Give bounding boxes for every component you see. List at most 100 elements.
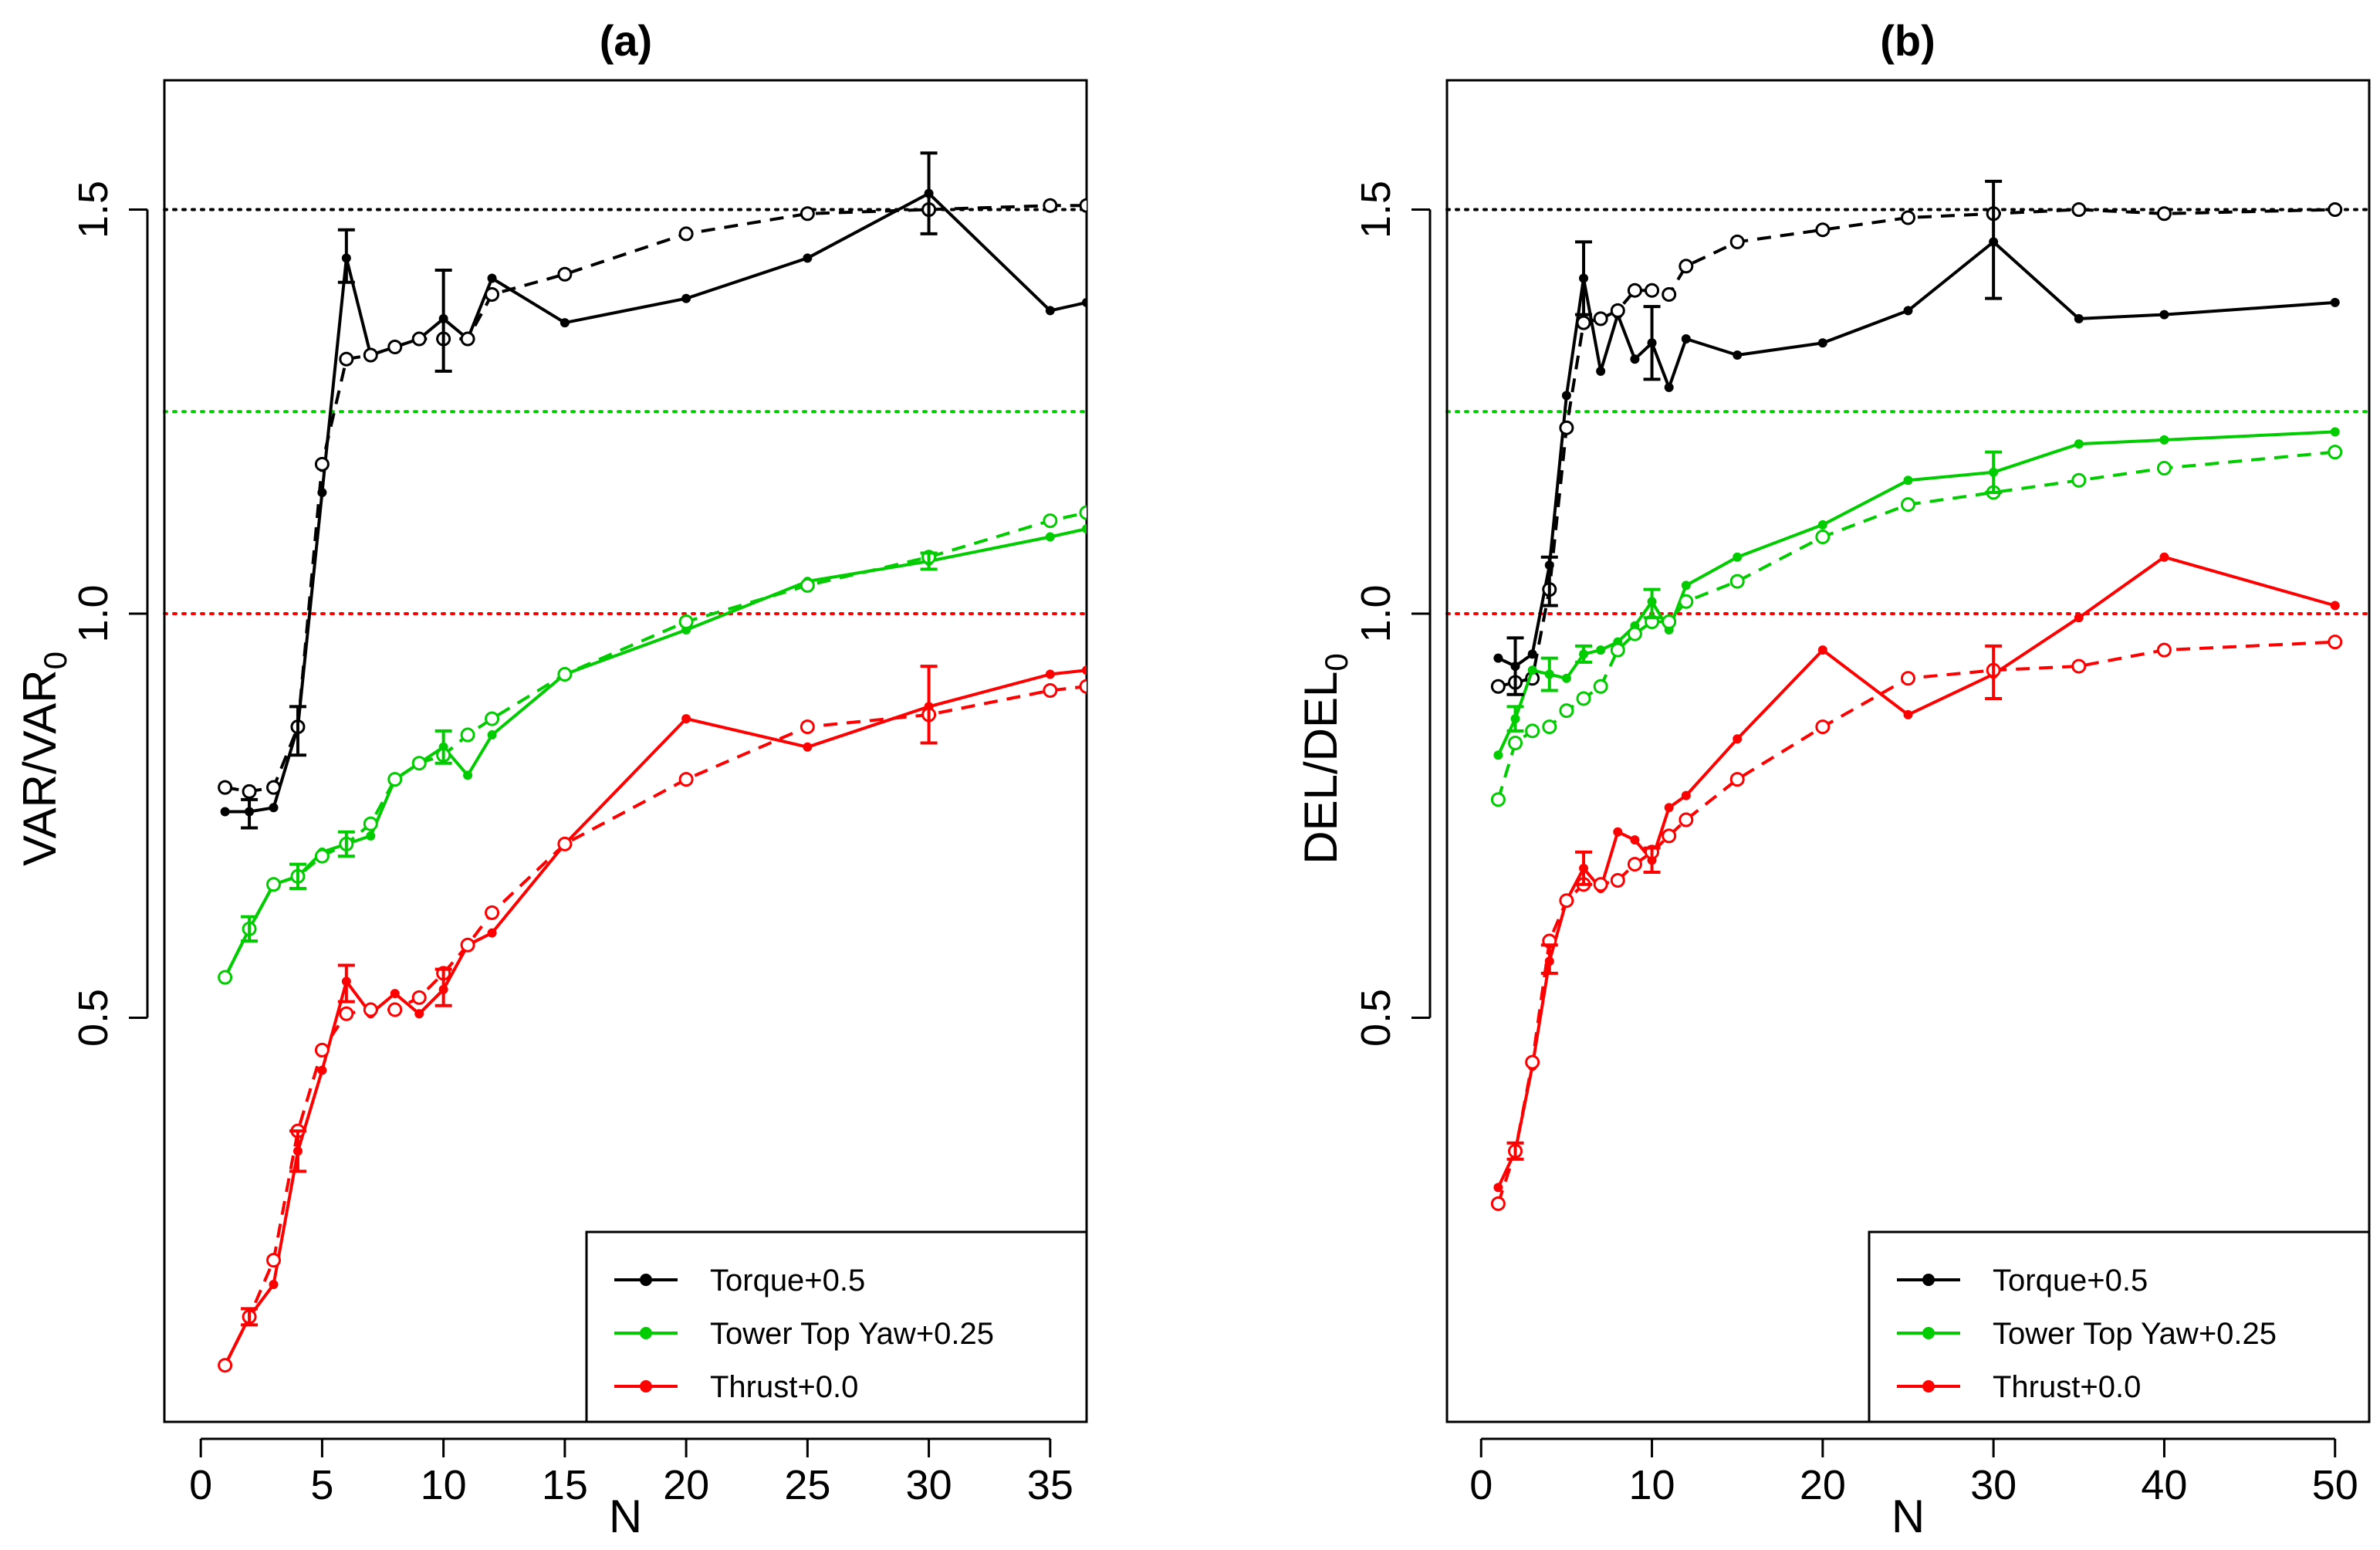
error-bar	[241, 1307, 259, 1327]
series-group	[218, 151, 1087, 1373]
y-axis-label-main: DEL	[1295, 672, 1347, 762]
data-point-open	[678, 614, 694, 629]
data-point-open	[314, 456, 330, 472]
legend-label: Tower Top Yaw+0.25	[1993, 1317, 2277, 1351]
data-point	[1733, 350, 1743, 360]
data-point	[1664, 803, 1674, 813]
data-point-open	[2071, 202, 2087, 218]
data-point-open	[339, 351, 354, 367]
data-point-open	[1559, 703, 1574, 719]
data-point-open	[1079, 679, 1087, 694]
data-point-open	[339, 1006, 354, 1021]
data-point-open	[314, 1042, 330, 1058]
data-point-open	[1901, 497, 1915, 513]
data-point-open	[1576, 691, 1591, 706]
y-axis-label: VAR/VAR0	[14, 651, 73, 866]
data-point	[2330, 297, 2340, 307]
x-tick-label: 10	[421, 1462, 467, 1508]
data-point-open	[460, 727, 475, 743]
data-point	[487, 730, 497, 740]
data-point-open	[1627, 626, 1642, 641]
error-bar	[1575, 850, 1593, 886]
data-point	[414, 1009, 424, 1019]
legend-marker	[640, 1380, 652, 1393]
data-point-open	[800, 206, 815, 222]
series-line-dashed	[225, 204, 1087, 794]
error-bar	[1643, 846, 1661, 875]
data-point-open	[1729, 772, 1745, 787]
data-point-open	[1815, 530, 1831, 545]
data-point	[1681, 790, 1691, 800]
data-point	[2330, 601, 2340, 611]
data-point	[1817, 338, 1827, 348]
data-point	[1681, 580, 1691, 591]
legend-marker	[1922, 1274, 1935, 1286]
legend-box	[585, 1230, 1088, 1423]
data-point-open	[387, 340, 403, 355]
error-bar	[337, 963, 355, 1003]
data-point-open	[1043, 513, 1058, 529]
error-bar	[1575, 644, 1593, 664]
data-point	[1493, 653, 1503, 663]
data-point-open	[1576, 315, 1591, 330]
data-point	[1596, 366, 1606, 376]
data-point-open	[460, 937, 475, 953]
y-axis-label-main: DEL	[1295, 774, 1347, 865]
data-point-open	[1043, 682, 1058, 698]
legend-marker	[1922, 1327, 1935, 1339]
data-point	[317, 1065, 327, 1075]
data-point-open	[1542, 719, 1557, 735]
error-bar	[1575, 240, 1593, 316]
data-point-open	[1815, 222, 1831, 238]
data-point-open	[1662, 828, 1677, 844]
data-point-open	[1490, 792, 1506, 807]
data-point	[1045, 669, 1055, 679]
data-point-open	[1729, 234, 1745, 249]
legend: Torque+0.5 Tower Top Yaw+0.25 Thrust+0.0	[1868, 1230, 2371, 1423]
x-tick-label: 25	[784, 1462, 830, 1508]
legend-marker	[640, 1274, 652, 1286]
data-point-open	[1627, 857, 1642, 872]
error-bar	[1506, 705, 1524, 733]
data-point	[1630, 354, 1640, 364]
data-point-open	[1079, 505, 1087, 520]
y-axis-label-subscript: 0	[37, 651, 73, 669]
series-line-dashed	[223, 685, 1087, 1366]
y-tick-label: 0.5	[70, 989, 117, 1047]
data-point	[1561, 673, 1571, 683]
y-axis-label: DEL/DEL0	[1295, 653, 1354, 864]
x-tick-label: 15	[542, 1462, 588, 1508]
data-point	[2074, 439, 2084, 449]
y-tick-label: 1.5	[70, 181, 117, 239]
data-point	[1527, 665, 1537, 675]
data-point-open	[1079, 198, 1087, 213]
data-point	[269, 1280, 279, 1290]
data-point	[487, 273, 497, 283]
x-tick-label: 30	[1970, 1462, 2017, 1508]
legend-entry: Tower Top Yaw+0.25	[1897, 1317, 2277, 1351]
error-bar	[241, 797, 259, 830]
data-point-open	[1645, 283, 1660, 298]
data-point-open	[2071, 658, 2087, 674]
data-point	[1903, 709, 1913, 719]
data-point-open	[1679, 594, 1694, 609]
data-point-open	[557, 266, 573, 282]
y-axis-label-subscript: 0	[1318, 653, 1354, 671]
x-tick-label: 20	[663, 1462, 709, 1508]
data-point	[1681, 334, 1691, 344]
data-point	[681, 714, 691, 724]
error-bar	[1506, 1141, 1524, 1161]
data-point	[366, 831, 376, 841]
error-bar	[434, 967, 452, 1007]
data-point-open	[1610, 642, 1625, 658]
data-point	[1561, 391, 1571, 401]
data-point-open	[2156, 461, 2172, 476]
data-point-open	[218, 1358, 233, 1373]
chart-title: (a)	[600, 16, 652, 65]
y-axis-label-slash: /	[14, 761, 66, 774]
data-point-open	[363, 347, 378, 363]
data-point	[1493, 750, 1503, 760]
error-bar	[920, 551, 938, 571]
x-tick-label: 10	[1629, 1462, 1675, 1508]
error-bar	[1540, 943, 1558, 975]
